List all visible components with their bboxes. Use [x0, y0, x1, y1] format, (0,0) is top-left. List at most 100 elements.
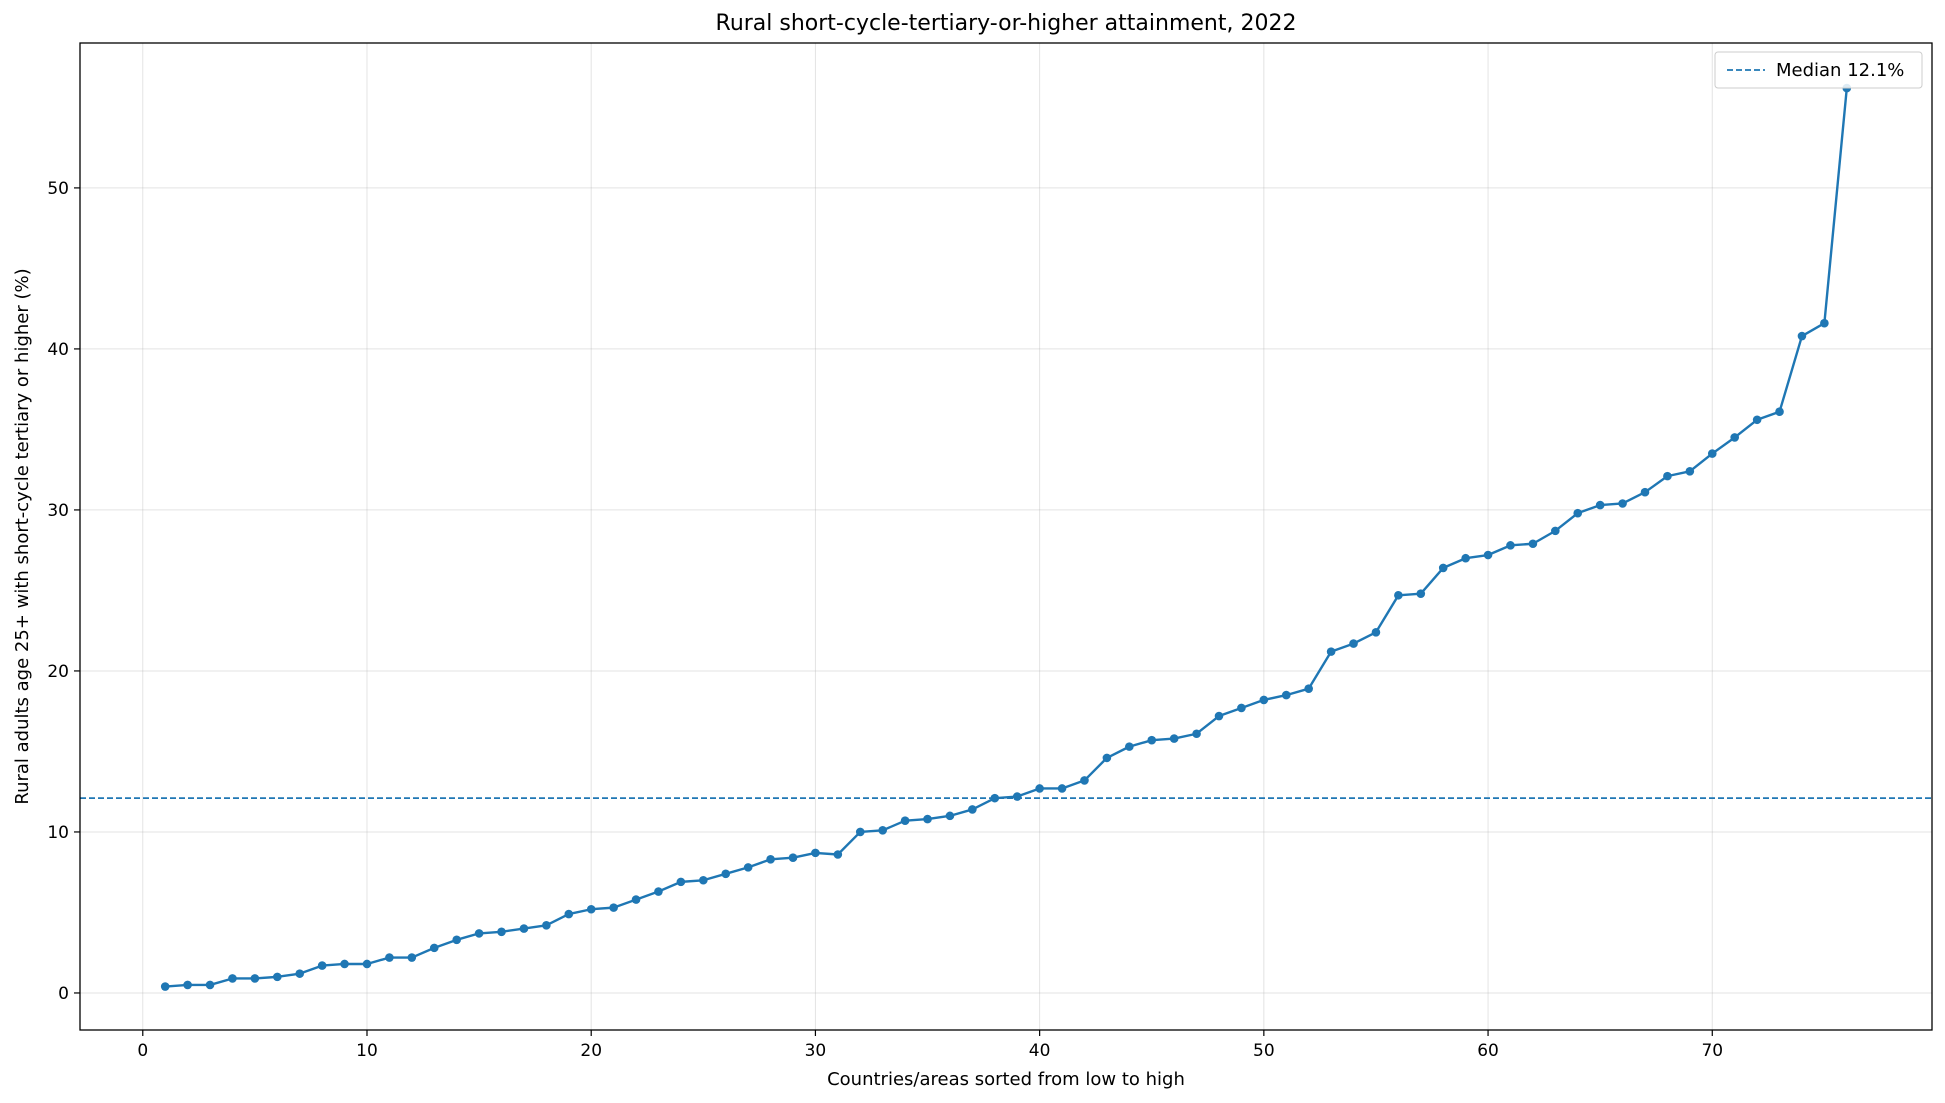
data-point — [407, 953, 417, 962]
data-point — [1730, 433, 1739, 442]
data-point — [385, 953, 394, 962]
plot-frame — [79, 42, 1933, 1031]
data-point — [497, 927, 506, 937]
data-point — [1797, 331, 1807, 341]
data-point — [1035, 784, 1044, 793]
data-point — [1483, 550, 1493, 560]
x-tick-label: 50 — [1253, 1041, 1275, 1061]
y-tick-label: 20 — [47, 662, 69, 682]
data-point — [1573, 508, 1583, 518]
y-tick-label: 30 — [47, 501, 69, 521]
data-point — [362, 959, 372, 969]
chart-title: Rural short-cycle-tertiary-or-higher att… — [716, 11, 1297, 36]
data-point — [295, 969, 305, 978]
y-tick-label: 0 — [58, 984, 69, 1004]
data-point — [833, 850, 843, 859]
data-point — [1169, 734, 1179, 743]
data-point — [1214, 711, 1224, 721]
data-point — [1057, 784, 1067, 793]
data-point — [1775, 407, 1784, 417]
data-point — [743, 863, 753, 872]
data-point — [945, 811, 955, 821]
data-point — [1192, 729, 1201, 739]
data-point — [564, 909, 574, 919]
data-point — [631, 895, 641, 904]
data-point — [273, 972, 282, 982]
data-point — [1326, 647, 1336, 656]
data-point — [519, 924, 529, 933]
data-point — [699, 875, 708, 885]
data-point — [721, 869, 731, 879]
data-point — [1640, 487, 1650, 497]
data-point — [1102, 753, 1112, 763]
data-point — [855, 827, 865, 837]
x-tick-label: 70 — [1701, 1041, 1723, 1061]
data-point — [183, 980, 192, 990]
data-point — [1394, 590, 1403, 600]
x-tick-label: 30 — [805, 1041, 827, 1061]
data-point — [1080, 776, 1089, 785]
data-point — [878, 826, 887, 835]
x-tick-label: 0 — [137, 1041, 148, 1061]
data-point — [1349, 639, 1358, 648]
data-point — [1506, 541, 1515, 550]
data-point — [1551, 526, 1560, 536]
data-point — [811, 848, 820, 858]
data-point — [1820, 318, 1829, 328]
data-point — [1752, 415, 1762, 425]
x-tick-label: 60 — [1477, 1041, 1499, 1061]
data-point — [923, 814, 932, 824]
data-point — [1259, 695, 1269, 705]
data-point — [474, 929, 484, 938]
data-point — [1618, 499, 1627, 508]
data-point — [900, 816, 910, 825]
data-point — [1147, 735, 1157, 745]
legend-box — [1714, 51, 1923, 89]
data-point — [1416, 589, 1426, 598]
y-tick-label: 40 — [47, 340, 69, 360]
y-axis-ticks: 0 10 20 30 40 50 — [47, 179, 80, 1004]
data-point — [654, 887, 663, 896]
data-point — [1304, 684, 1313, 693]
data-point — [676, 877, 686, 887]
data-point — [1685, 466, 1695, 476]
data-point — [340, 959, 349, 969]
y-tick-label: 50 — [47, 179, 69, 199]
data-point — [990, 793, 1000, 803]
data-point — [160, 982, 170, 991]
x-tick-label: 10 — [356, 1041, 378, 1061]
data-point — [1707, 449, 1717, 458]
data-point — [542, 921, 551, 930]
x-tick-label: 20 — [580, 1041, 602, 1061]
legend-median-label: Median 12.1% — [1776, 60, 1904, 81]
data-point — [766, 855, 775, 864]
data-point — [1371, 628, 1381, 637]
data-point — [788, 853, 798, 863]
legend: Median 12.1% — [1714, 51, 1923, 89]
data-point — [1012, 792, 1022, 801]
data-point — [586, 904, 596, 914]
data-point — [429, 943, 439, 953]
data-point — [1663, 471, 1672, 481]
y-tick-label: 10 — [47, 823, 69, 843]
x-axis-ticks: 0 10 20 30 40 50 60 70 — [137, 1030, 1723, 1061]
x-tick-label: 40 — [1029, 1041, 1051, 1061]
y-axis-title: Rural adults age 25+ with short-cycle te… — [12, 268, 33, 804]
data-point — [1461, 553, 1470, 563]
x-axis-title: Countries/areas sorted from low to high — [827, 1069, 1185, 1090]
data-point — [1237, 703, 1246, 713]
data-point — [1281, 690, 1291, 700]
series-line — [165, 87, 1848, 988]
grid-lines — [80, 43, 1932, 1030]
data-point — [1595, 500, 1605, 510]
data-point — [317, 961, 327, 970]
data-point — [205, 980, 215, 990]
data-point — [1125, 742, 1134, 751]
data-point — [1438, 563, 1448, 573]
data-point — [609, 903, 618, 912]
data-point — [250, 974, 260, 983]
data-point — [228, 974, 237, 983]
data-point — [452, 935, 461, 945]
